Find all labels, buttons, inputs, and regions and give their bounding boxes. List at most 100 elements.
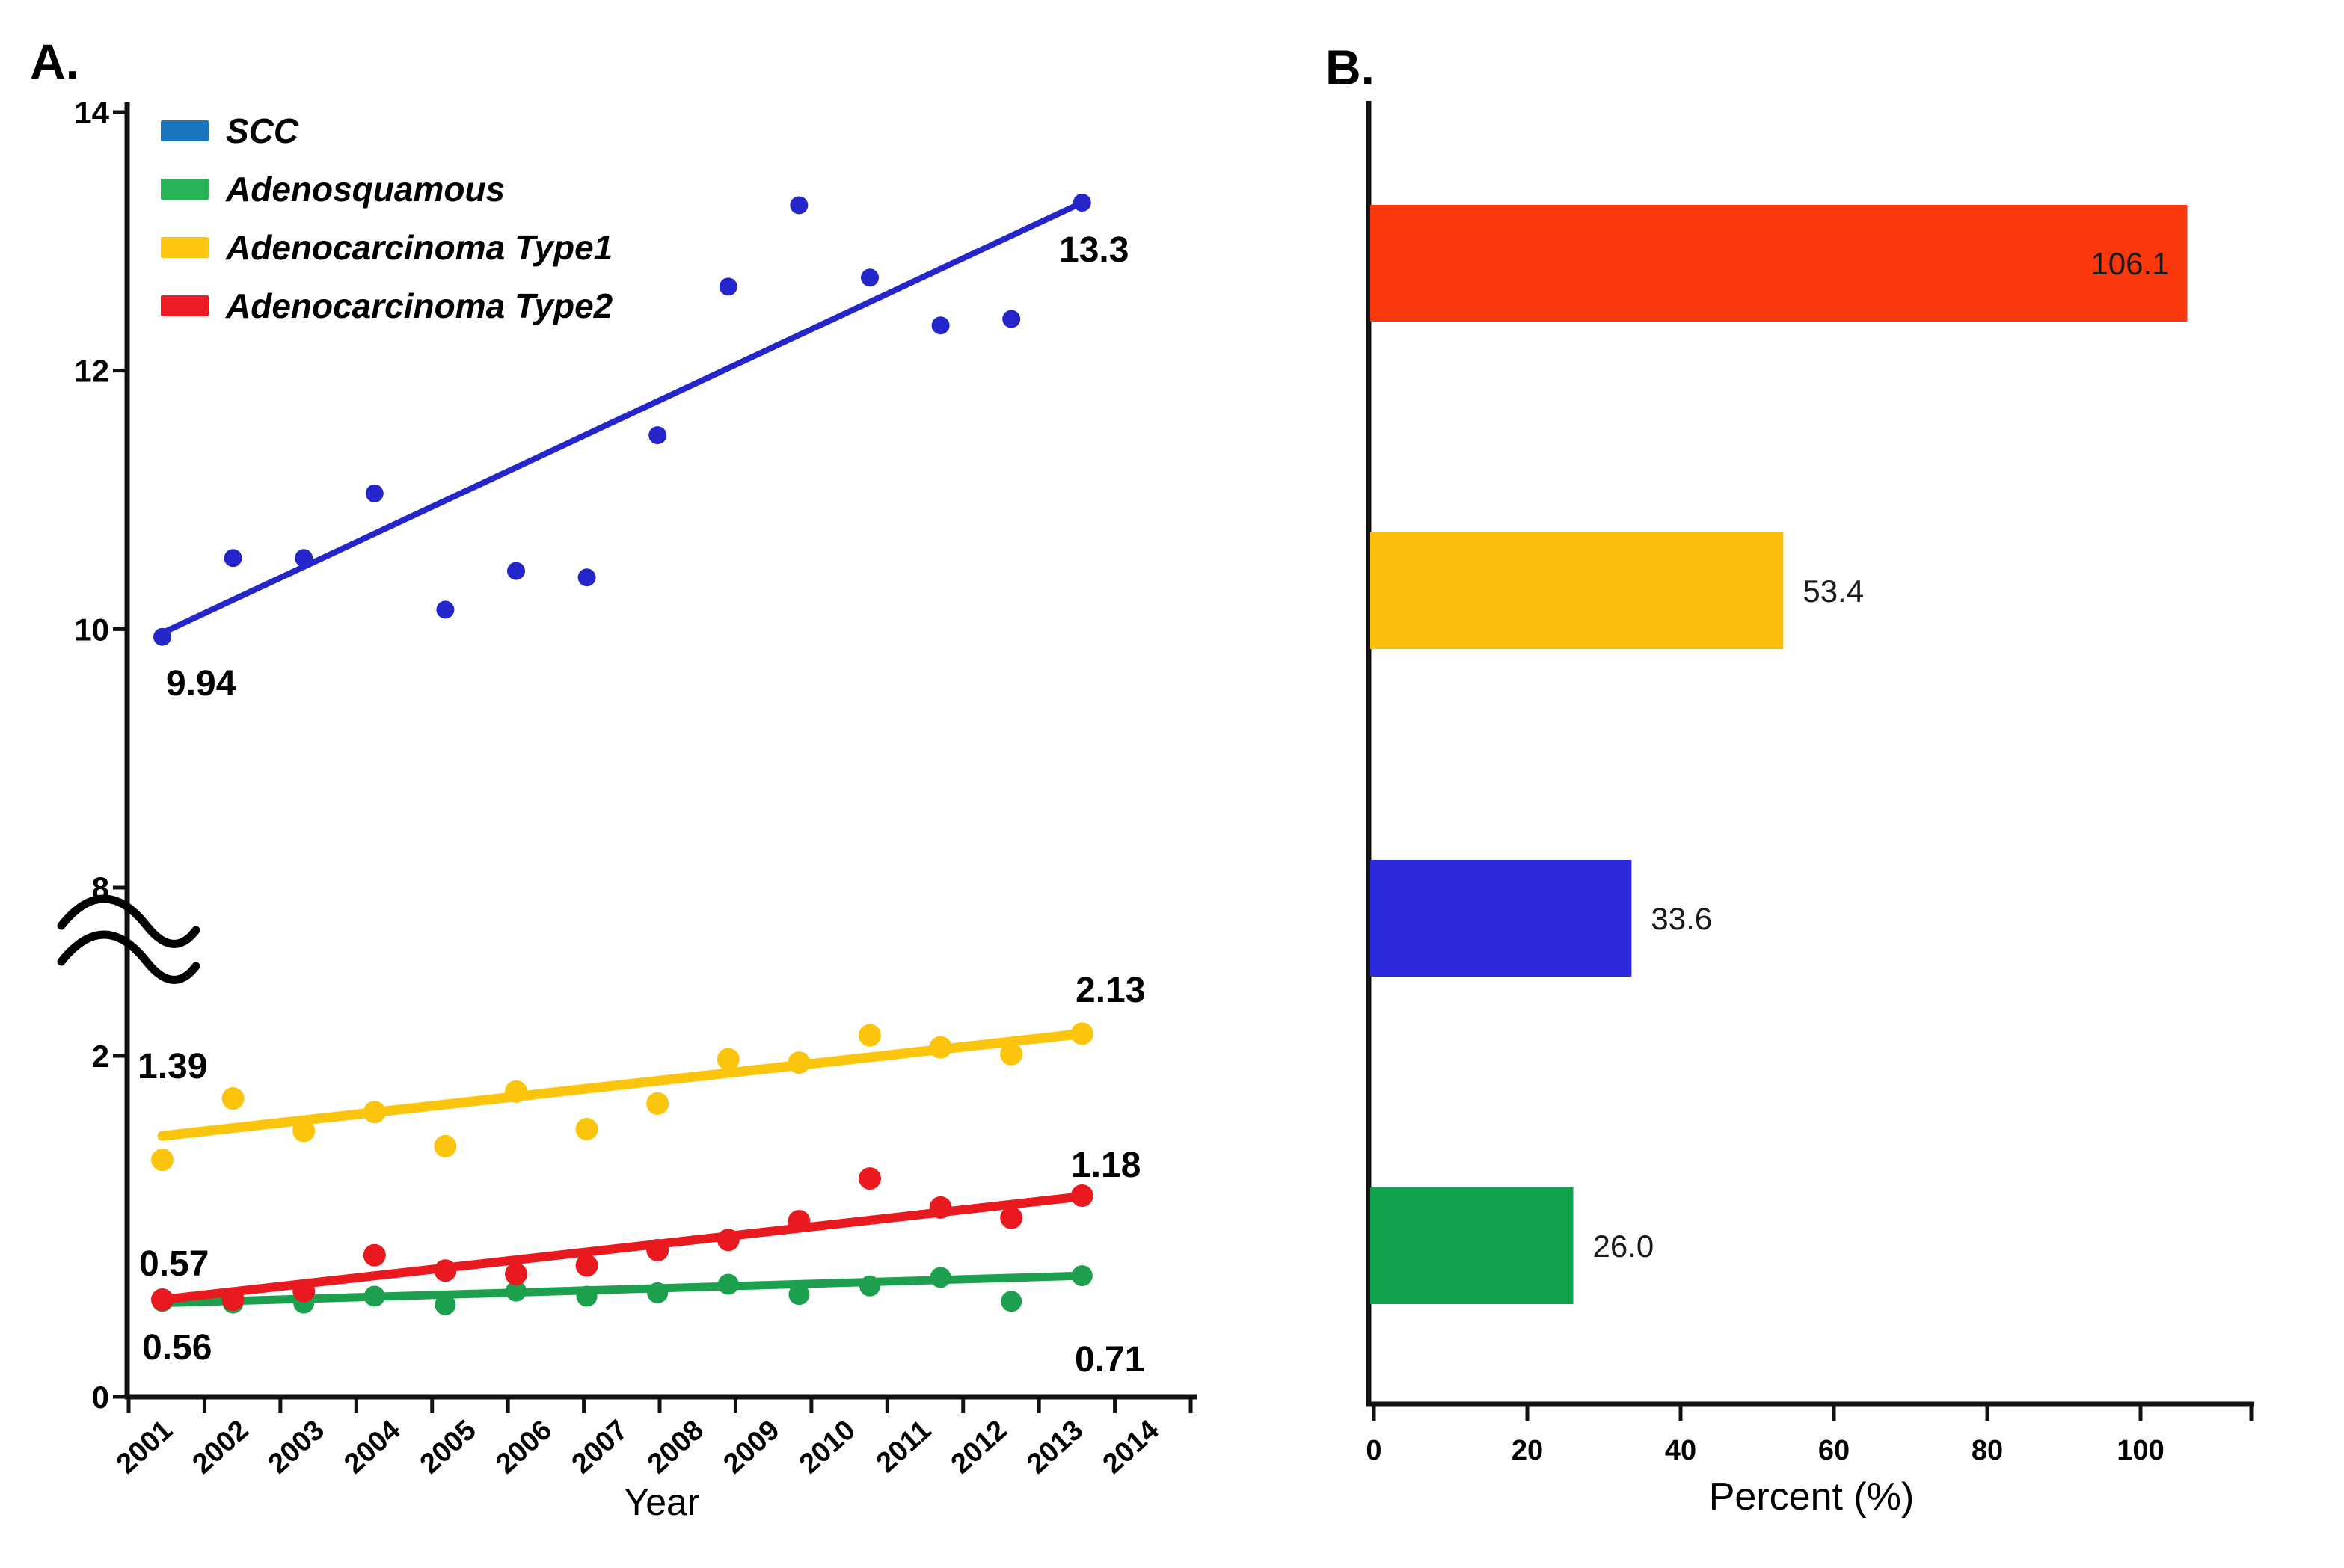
- x-tick-label-year: 2009: [718, 1414, 786, 1480]
- trend-line-adenosquamous: [158, 1271, 1087, 1308]
- scatter-point-adenocarcinoma-type2: [1070, 1184, 1093, 1207]
- scatter-point-adenocarcinoma-type1: [646, 1092, 669, 1115]
- scatter-point-scc: [365, 484, 384, 502]
- x-tick-label-year: 2003: [263, 1414, 331, 1480]
- legend-swatch-adenocarcinoma-type1: [161, 237, 209, 258]
- scatter-point-adenosquamous: [576, 1285, 598, 1307]
- scatter-point-adenocarcinoma-type1: [575, 1118, 598, 1141]
- scatter-point-adenocarcinoma-type1: [434, 1134, 457, 1157]
- scatter-point-adenosquamous: [930, 1267, 951, 1288]
- x-tick-label-year: 2004: [338, 1414, 406, 1480]
- scatter-point-adenocarcinoma-type2: [929, 1196, 952, 1219]
- trend-line-adenocarcinoma-type1: [157, 1028, 1087, 1141]
- legend-swatch-adenocarcinoma-type2: [161, 295, 209, 316]
- scatter-point-adenocarcinoma-type2: [363, 1243, 386, 1267]
- bar-adenosquamous: [1370, 1187, 1574, 1304]
- scatter-point-adenocarcinoma-type1: [221, 1087, 245, 1110]
- scatter-point-adenocarcinoma-type1: [151, 1149, 174, 1172]
- bar-value-label: 33.6: [1651, 901, 1712, 936]
- x-tick-label-year: 2010: [794, 1414, 862, 1480]
- scatter-point-adenocarcinoma-type1: [363, 1101, 386, 1124]
- x-tick-label: 80: [1972, 1435, 2003, 1466]
- scatter-point-adenocarcinoma-type1: [1070, 1022, 1093, 1045]
- panel-a-letter: A.: [30, 34, 79, 89]
- x-tick-label: 40: [1665, 1435, 1696, 1466]
- x-tick-label: 60: [1818, 1435, 1850, 1466]
- x-tick-label: 20: [1512, 1435, 1543, 1466]
- scatter-point-adenocarcinoma-type2: [788, 1210, 811, 1233]
- scatter-point-adenocarcinoma-type2: [575, 1254, 598, 1277]
- scatter-point-scc: [1002, 310, 1021, 328]
- scatter-point-adenocarcinoma-type2: [505, 1262, 527, 1285]
- trend-line-scc: [159, 200, 1085, 636]
- data-annotation: 0.57: [139, 1244, 209, 1284]
- x-tick-label-year: 2002: [187, 1414, 255, 1480]
- scatter-point-scc: [648, 426, 667, 445]
- x-tick-label-year: 2007: [566, 1414, 634, 1480]
- scatter-point-adenosquamous: [717, 1273, 739, 1295]
- x-tick-label-year: 2008: [642, 1414, 710, 1480]
- x-tick-label-year: 2001: [111, 1414, 179, 1480]
- scatter-point-adenocarcinoma-type2: [434, 1259, 457, 1282]
- y-tick-label: 10: [74, 612, 109, 647]
- scatter-point-adenosquamous: [1071, 1265, 1093, 1287]
- scatter-point-adenocarcinoma-type2: [717, 1229, 740, 1252]
- scatter-point-adenocarcinoma-type1: [717, 1048, 740, 1071]
- scatter-point-scc: [295, 549, 313, 568]
- x-tick-label-year: 2005: [414, 1414, 482, 1480]
- scatter-point-adenocarcinoma-type1: [929, 1036, 952, 1059]
- y-tick-label: 14: [74, 95, 109, 130]
- scatter-point-scc: [1073, 194, 1091, 212]
- scatter-point-adenocarcinoma-type1: [505, 1080, 527, 1103]
- scatter-point-scc: [719, 277, 737, 296]
- data-annotation: 2.13: [1076, 971, 1145, 1010]
- panel-a-x-axis-label: Year: [624, 1481, 700, 1523]
- data-annotation: 1.18: [1071, 1146, 1141, 1185]
- legend-swatch-adenosquamous: [161, 179, 209, 200]
- scatter-point-scc: [507, 562, 525, 580]
- y-tick-label: 2: [92, 1039, 109, 1074]
- trend-line-adenocarcinoma-type2: [158, 1192, 1087, 1305]
- scatter-point-scc: [790, 196, 809, 215]
- bar-value-label: 26.0: [1593, 1229, 1654, 1264]
- panel-b-x-axis-label: Percent (%): [1708, 1475, 1915, 1519]
- x-tick-label-year: 2011: [871, 1414, 937, 1478]
- scatter-point-adenosquamous: [1001, 1291, 1022, 1312]
- data-annotation: 0.56: [142, 1328, 212, 1368]
- x-tick-label-year: 2012: [945, 1414, 1013, 1480]
- data-annotation: 1.39: [138, 1047, 207, 1086]
- x-tick-label-year: 2013: [1021, 1414, 1089, 1480]
- x-tick-label-year: 2014: [1097, 1414, 1165, 1480]
- scatter-point-scc: [931, 316, 950, 335]
- legend-label: SCC: [226, 111, 299, 150]
- scatter-point-scc: [577, 568, 596, 587]
- scatter-point-adenocarcinoma-type2: [221, 1288, 245, 1312]
- scatter-point-adenocarcinoma-type1: [859, 1024, 881, 1047]
- scatter-point-adenocarcinoma-type2: [646, 1238, 669, 1261]
- scatter-point-adenosquamous: [788, 1284, 810, 1306]
- scatter-point-adenocarcinoma-type1: [1000, 1042, 1023, 1066]
- x-tick-label: 100: [2117, 1435, 2164, 1466]
- bar-scc: [1370, 860, 1632, 977]
- legend-label: Adenocarcinoma Type1: [225, 228, 613, 267]
- data-annotation: 9.94: [166, 664, 236, 704]
- scatter-point-scc: [861, 268, 879, 287]
- bar-value-label: 106.1: [2090, 246, 2169, 281]
- y-tick-label: 12: [74, 354, 109, 389]
- scatter-point-adenocarcinoma-type1: [292, 1119, 316, 1143]
- scatter-point-adenosquamous: [647, 1282, 669, 1303]
- axis-break-squiggle: [57, 894, 200, 948]
- bar-adenocarcinoma-type1: [1370, 532, 1784, 649]
- scatter-point-scc: [153, 627, 171, 646]
- scatter-point-adenocarcinoma-type2: [1000, 1206, 1023, 1229]
- x-tick-label-year: 2006: [490, 1414, 558, 1480]
- y-tick-label: 0: [92, 1380, 109, 1415]
- scatter-point-scc: [436, 600, 455, 619]
- data-annotation: 13.3: [1059, 230, 1129, 270]
- scatter-point-scc: [224, 549, 242, 568]
- scatter-point-adenocarcinoma-type2: [292, 1279, 316, 1303]
- scatter-point-adenosquamous: [435, 1294, 456, 1315]
- data-annotation: 0.71: [1075, 1340, 1144, 1380]
